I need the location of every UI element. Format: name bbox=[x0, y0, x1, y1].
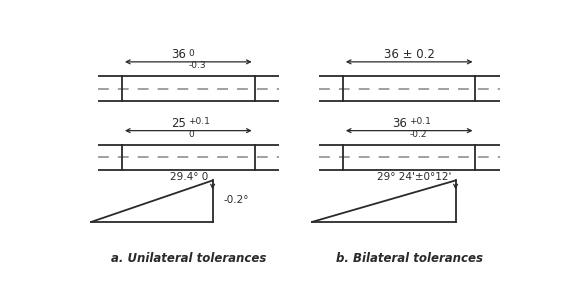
Text: -0.2: -0.2 bbox=[409, 130, 427, 139]
Text: -0.2°: -0.2° bbox=[223, 195, 249, 205]
Text: b. Bilateral tolerances: b. Bilateral tolerances bbox=[336, 252, 483, 265]
Text: +0.1: +0.1 bbox=[188, 117, 210, 126]
Text: 29.4° 0: 29.4° 0 bbox=[170, 172, 208, 182]
Text: 36: 36 bbox=[171, 48, 186, 61]
Text: a. Unilateral tolerances: a. Unilateral tolerances bbox=[111, 252, 266, 265]
Text: 0: 0 bbox=[188, 130, 194, 139]
Text: 29° 24'±0°12': 29° 24'±0°12' bbox=[377, 172, 451, 182]
Text: 36: 36 bbox=[392, 117, 407, 130]
Text: 25: 25 bbox=[171, 117, 186, 130]
Text: 0: 0 bbox=[188, 49, 194, 58]
Text: -0.3: -0.3 bbox=[188, 61, 206, 70]
Text: +0.1: +0.1 bbox=[409, 117, 431, 126]
Text: 36 ± 0.2: 36 ± 0.2 bbox=[384, 48, 435, 61]
